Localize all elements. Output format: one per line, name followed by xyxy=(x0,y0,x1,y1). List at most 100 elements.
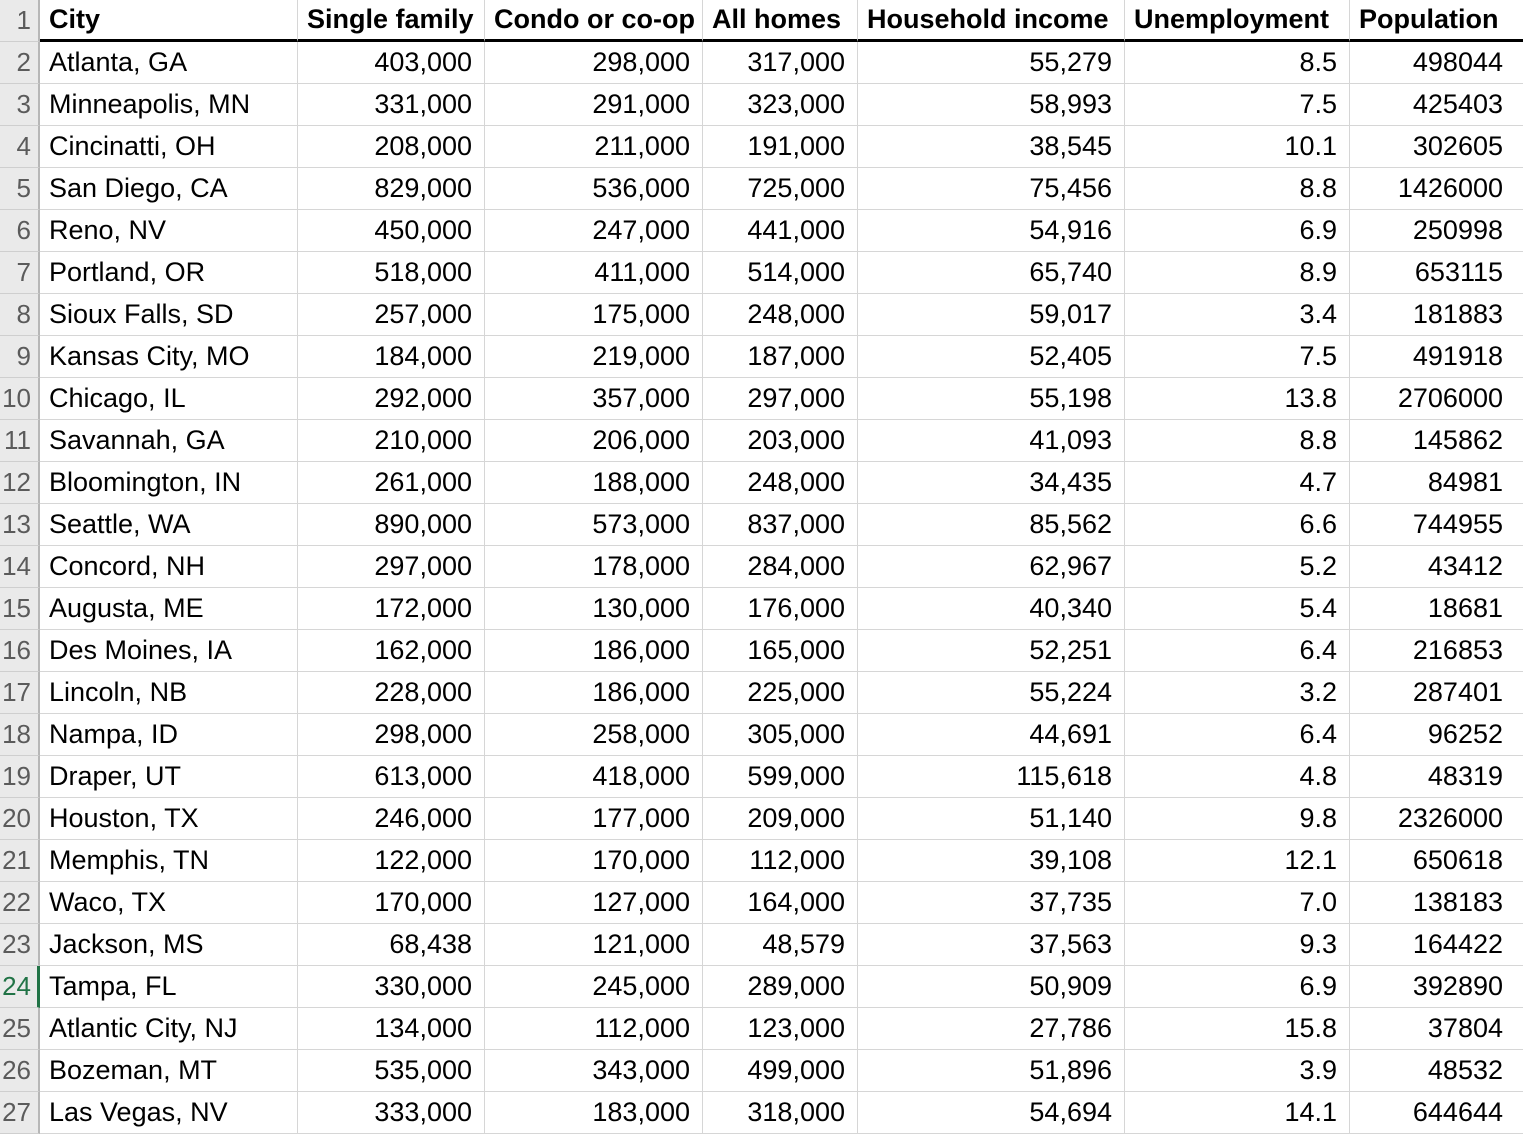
cell-all_homes[interactable]: 225,000 xyxy=(703,672,858,714)
cell-household_income[interactable]: 55,224 xyxy=(858,672,1125,714)
cell-city[interactable]: Atlanta, GA xyxy=(40,42,298,84)
cell-household_income[interactable]: 52,251 xyxy=(858,630,1125,672)
cell-household_income[interactable]: 85,562 xyxy=(858,504,1125,546)
cell-unemployment[interactable]: 3.2 xyxy=(1125,672,1350,714)
cell-all_homes[interactable]: 284,000 xyxy=(703,546,858,588)
cell-all_homes[interactable]: 164,000 xyxy=(703,882,858,924)
cell-condo_or_coop[interactable]: 183,000 xyxy=(485,1092,703,1134)
cell-single_family[interactable]: 208,000 xyxy=(298,126,485,168)
cell-single_family[interactable]: 170,000 xyxy=(298,882,485,924)
cell-condo_or_coop[interactable]: 127,000 xyxy=(485,882,703,924)
cell-unemployment[interactable]: 8.8 xyxy=(1125,420,1350,462)
cell-all_homes[interactable]: 248,000 xyxy=(703,294,858,336)
cell-unemployment[interactable]: 6.9 xyxy=(1125,966,1350,1008)
cell-population[interactable]: 425403 xyxy=(1350,84,1523,126)
row-number[interactable]: 4 xyxy=(0,126,40,168)
cell-population[interactable]: 650618 xyxy=(1350,840,1523,882)
row-number[interactable]: 2 xyxy=(0,42,40,84)
cell-city[interactable]: San Diego, CA xyxy=(40,168,298,210)
row-number[interactable]: 10 xyxy=(0,378,40,420)
header-cell-all-homes[interactable]: All homes xyxy=(703,0,858,42)
row-number[interactable]: 7 xyxy=(0,252,40,294)
cell-unemployment[interactable]: 9.3 xyxy=(1125,924,1350,966)
cell-condo_or_coop[interactable]: 418,000 xyxy=(485,756,703,798)
row-number[interactable]: 6 xyxy=(0,210,40,252)
cell-unemployment[interactable]: 4.7 xyxy=(1125,462,1350,504)
cell-household_income[interactable]: 55,198 xyxy=(858,378,1125,420)
cell-city[interactable]: Minneapolis, MN xyxy=(40,84,298,126)
cell-household_income[interactable]: 38,545 xyxy=(858,126,1125,168)
cell-household_income[interactable]: 54,916 xyxy=(858,210,1125,252)
cell-single_family[interactable]: 890,000 xyxy=(298,504,485,546)
row-number[interactable]: 19 xyxy=(0,756,40,798)
header-cell-unemployment[interactable]: Unemployment xyxy=(1125,0,1350,42)
cell-population[interactable]: 392890 xyxy=(1350,966,1523,1008)
cell-population[interactable]: 1426000 xyxy=(1350,168,1523,210)
cell-city[interactable]: Nampa, ID xyxy=(40,714,298,756)
cell-city[interactable]: Houston, TX xyxy=(40,798,298,840)
cell-population[interactable]: 145862 xyxy=(1350,420,1523,462)
row-number[interactable]: 1 xyxy=(0,0,40,42)
cell-unemployment[interactable]: 6.6 xyxy=(1125,504,1350,546)
cell-unemployment[interactable]: 15.8 xyxy=(1125,1008,1350,1050)
cell-population[interactable]: 181883 xyxy=(1350,294,1523,336)
cell-condo_or_coop[interactable]: 121,000 xyxy=(485,924,703,966)
cell-condo_or_coop[interactable]: 247,000 xyxy=(485,210,703,252)
cell-single_family[interactable]: 172,000 xyxy=(298,588,485,630)
cell-city[interactable]: Kansas City, MO xyxy=(40,336,298,378)
cell-city[interactable]: Concord, NH xyxy=(40,546,298,588)
cell-single_family[interactable]: 292,000 xyxy=(298,378,485,420)
header-cell-condo-or-co-op[interactable]: Condo or co-op xyxy=(485,0,703,42)
cell-city[interactable]: Bloomington, IN xyxy=(40,462,298,504)
cell-all_homes[interactable]: 248,000 xyxy=(703,462,858,504)
cell-single_family[interactable]: 535,000 xyxy=(298,1050,485,1092)
cell-condo_or_coop[interactable]: 130,000 xyxy=(485,588,703,630)
cell-city[interactable]: Cincinatti, OH xyxy=(40,126,298,168)
cell-population[interactable]: 18681 xyxy=(1350,588,1523,630)
cell-condo_or_coop[interactable]: 178,000 xyxy=(485,546,703,588)
cell-all_homes[interactable]: 599,000 xyxy=(703,756,858,798)
cell-population[interactable]: 644644 xyxy=(1350,1092,1523,1134)
cell-single_family[interactable]: 297,000 xyxy=(298,546,485,588)
cell-population[interactable]: 2326000 xyxy=(1350,798,1523,840)
row-number[interactable]: 22 xyxy=(0,882,40,924)
cell-unemployment[interactable]: 12.1 xyxy=(1125,840,1350,882)
cell-household_income[interactable]: 44,691 xyxy=(858,714,1125,756)
cell-single_family[interactable]: 162,000 xyxy=(298,630,485,672)
cell-single_family[interactable]: 134,000 xyxy=(298,1008,485,1050)
header-cell-household-income[interactable]: Household income xyxy=(858,0,1125,42)
cell-city[interactable]: Waco, TX xyxy=(40,882,298,924)
cell-all_homes[interactable]: 317,000 xyxy=(703,42,858,84)
row-number[interactable]: 12 xyxy=(0,462,40,504)
row-number[interactable]: 21 xyxy=(0,840,40,882)
cell-household_income[interactable]: 39,108 xyxy=(858,840,1125,882)
cell-condo_or_coop[interactable]: 357,000 xyxy=(485,378,703,420)
header-cell-population[interactable]: Population xyxy=(1350,0,1523,42)
cell-condo_or_coop[interactable]: 219,000 xyxy=(485,336,703,378)
cell-household_income[interactable]: 52,405 xyxy=(858,336,1125,378)
cell-population[interactable]: 96252 xyxy=(1350,714,1523,756)
cell-population[interactable]: 250998 xyxy=(1350,210,1523,252)
cell-all_homes[interactable]: 187,000 xyxy=(703,336,858,378)
cell-city[interactable]: Jackson, MS xyxy=(40,924,298,966)
cell-unemployment[interactable]: 6.4 xyxy=(1125,630,1350,672)
cell-household_income[interactable]: 115,618 xyxy=(858,756,1125,798)
row-number[interactable]: 18 xyxy=(0,714,40,756)
cell-condo_or_coop[interactable]: 186,000 xyxy=(485,672,703,714)
cell-household_income[interactable]: 51,896 xyxy=(858,1050,1125,1092)
cell-unemployment[interactable]: 7.5 xyxy=(1125,336,1350,378)
cell-population[interactable]: 37804 xyxy=(1350,1008,1523,1050)
cell-all_homes[interactable]: 297,000 xyxy=(703,378,858,420)
cell-single_family[interactable]: 257,000 xyxy=(298,294,485,336)
cell-all_homes[interactable]: 514,000 xyxy=(703,252,858,294)
cell-condo_or_coop[interactable]: 291,000 xyxy=(485,84,703,126)
cell-household_income[interactable]: 62,967 xyxy=(858,546,1125,588)
cell-single_family[interactable]: 333,000 xyxy=(298,1092,485,1134)
cell-city[interactable]: Tampa, FL xyxy=(40,966,298,1008)
header-cell-city[interactable]: City xyxy=(40,0,298,42)
cell-all_homes[interactable]: 165,000 xyxy=(703,630,858,672)
cell-city[interactable]: Reno, NV xyxy=(40,210,298,252)
cell-single_family[interactable]: 246,000 xyxy=(298,798,485,840)
cell-all_homes[interactable]: 499,000 xyxy=(703,1050,858,1092)
cell-single_family[interactable]: 518,000 xyxy=(298,252,485,294)
